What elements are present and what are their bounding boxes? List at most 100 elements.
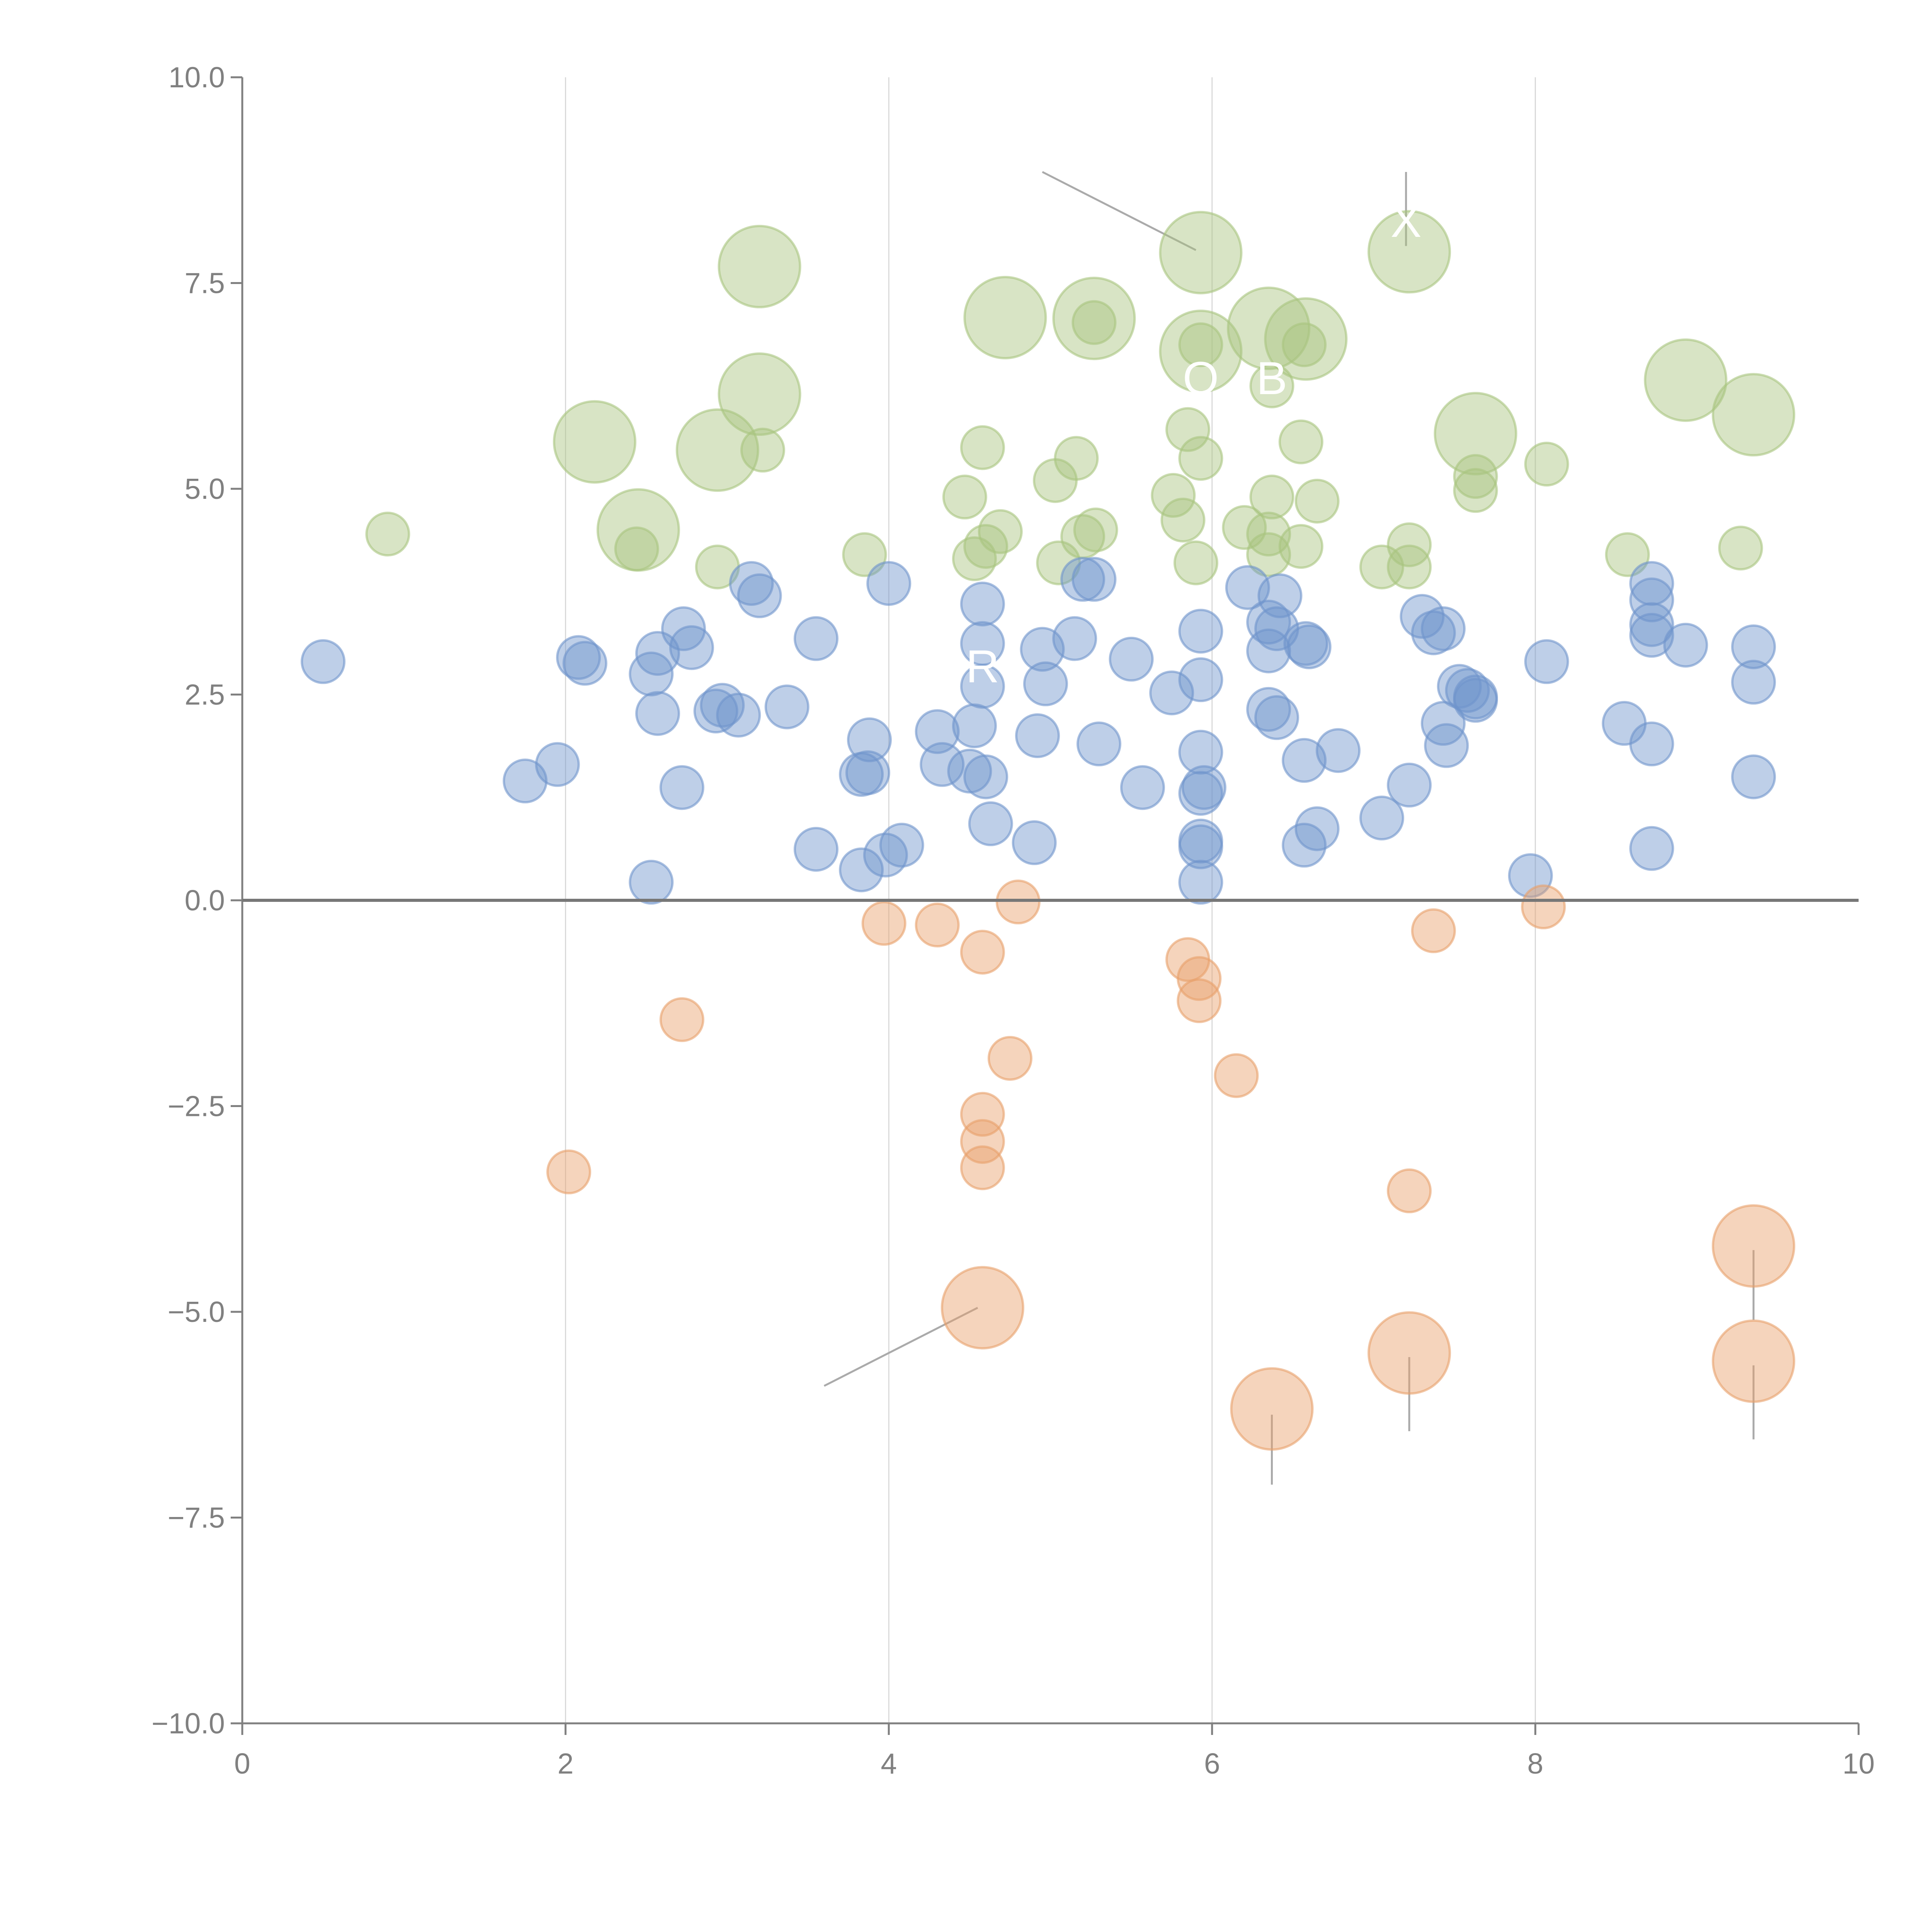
blue-bubble: [1731, 754, 1776, 799]
blue-bubble: [1149, 670, 1194, 716]
blue-bubble: [737, 573, 782, 618]
blue-bubble: [1060, 557, 1105, 602]
annotation-labels: X R O B: [966, 195, 1421, 692]
green-bubble: [1227, 286, 1311, 370]
blue-bubble: [1071, 557, 1117, 602]
y-tick-label: 2.5: [185, 679, 225, 711]
green-bubble: [1278, 524, 1323, 569]
blue-bubble: [1257, 573, 1303, 618]
blue-bubble: [1246, 687, 1291, 732]
green-bubble: [718, 352, 801, 436]
blue-bubble: [729, 561, 774, 606]
blue-bubble: [1109, 636, 1154, 682]
annotation-label: O: [1183, 352, 1219, 404]
green-bubble: [740, 427, 785, 473]
blue-bubble: [1731, 660, 1776, 705]
blue-bubble: [535, 742, 580, 787]
blue-bubble: [1629, 613, 1674, 658]
x-tick-label: 2: [558, 1747, 574, 1780]
blue-bubble: [960, 582, 1005, 627]
blue-bubble: [1178, 730, 1223, 775]
y-tick-label: 10.0: [168, 61, 225, 94]
green-bubble: [1159, 211, 1243, 294]
green-bubble: [1434, 392, 1517, 476]
y-tick-label: 0.0: [185, 884, 225, 917]
blue-bubble: [960, 621, 1005, 666]
blue-bubble: [716, 692, 761, 738]
green-bubble: [1249, 474, 1294, 520]
green-bubble: [1367, 210, 1451, 294]
leader-line: [823, 1307, 978, 1387]
blue-bubble: [1178, 824, 1223, 869]
x-tick-label: 10: [1842, 1747, 1874, 1780]
orange-bubble: [861, 901, 906, 946]
blue-bubble: [1012, 820, 1057, 865]
blue-bubble: [1420, 606, 1466, 651]
blue-bubble: [669, 625, 714, 670]
blue-bubble: [952, 703, 997, 748]
y-tick-label: 5.0: [185, 473, 225, 505]
green-bubble: [1159, 310, 1243, 393]
blue-bubble: [1178, 609, 1223, 654]
blue-bubble: [845, 750, 890, 795]
orange-bubble: [915, 902, 960, 947]
green-bubble: [614, 526, 659, 571]
orange-bubble: [659, 997, 704, 1042]
green-bubble: [1052, 277, 1136, 361]
blue-bubble: [1400, 594, 1445, 639]
green-bubble: [1178, 322, 1223, 367]
orange-bubble: [1367, 1311, 1451, 1395]
orange-bubble: [1411, 908, 1456, 953]
green-bubble: [1178, 436, 1223, 481]
green-bubble: [1282, 322, 1327, 367]
green-bubble: [1073, 507, 1118, 553]
green-bubble: [1644, 338, 1728, 422]
x-tick-label: 6: [1204, 1747, 1220, 1780]
blue-bubble: [1420, 701, 1466, 746]
blue-bubble: [793, 827, 838, 872]
y-tick-label: −7.5: [168, 1502, 225, 1534]
x-tick-label: 8: [1527, 1747, 1544, 1780]
orange-bubble: [1214, 1053, 1259, 1098]
orange-bubble: [960, 1092, 1005, 1137]
green-bubble: [1278, 419, 1323, 464]
orange-bubble: [995, 879, 1041, 925]
blue-bubble: [562, 641, 607, 686]
blue-bubble: [1316, 728, 1361, 773]
orange-bubble: [960, 930, 1005, 975]
blue-bubble: [1629, 577, 1674, 622]
green-bubble: [718, 224, 801, 308]
blue-bubble: [1282, 738, 1327, 783]
blue-bubble: [1663, 622, 1708, 668]
blue-bubble: [1629, 602, 1674, 647]
green-bubble: [1165, 407, 1211, 452]
orange-bubble: [960, 1119, 1005, 1164]
green-bubble: [942, 474, 987, 520]
green-bubble: [1712, 373, 1796, 457]
green-bubble: [963, 276, 1047, 359]
orange-bubble: [1230, 1367, 1314, 1451]
orange-bubble: [1177, 978, 1222, 1023]
green-bubble: [1054, 436, 1099, 481]
orange-bubble: [546, 1149, 591, 1194]
green-bubble: [675, 408, 759, 492]
blue-bubble: [915, 709, 960, 754]
blue-bubble: [1015, 713, 1060, 758]
green-bubble: [842, 532, 887, 577]
orange-bubble: [987, 1036, 1032, 1081]
blue-bubble: [920, 742, 965, 787]
blue-bubble: [1254, 695, 1299, 740]
green-bubble: [1264, 297, 1348, 381]
blue-bubble: [847, 717, 892, 762]
blue-bubble: [1178, 657, 1223, 702]
green-bubble: [1160, 497, 1206, 543]
blue-bubble: [1283, 621, 1328, 666]
green-bubble: [1718, 526, 1763, 571]
blue-bubble: [1453, 678, 1498, 723]
green-bubble: [1249, 363, 1294, 408]
blue-bubble: [1076, 721, 1121, 767]
orange-bubble: [1387, 1168, 1432, 1213]
orange-bubble: [1521, 884, 1566, 930]
